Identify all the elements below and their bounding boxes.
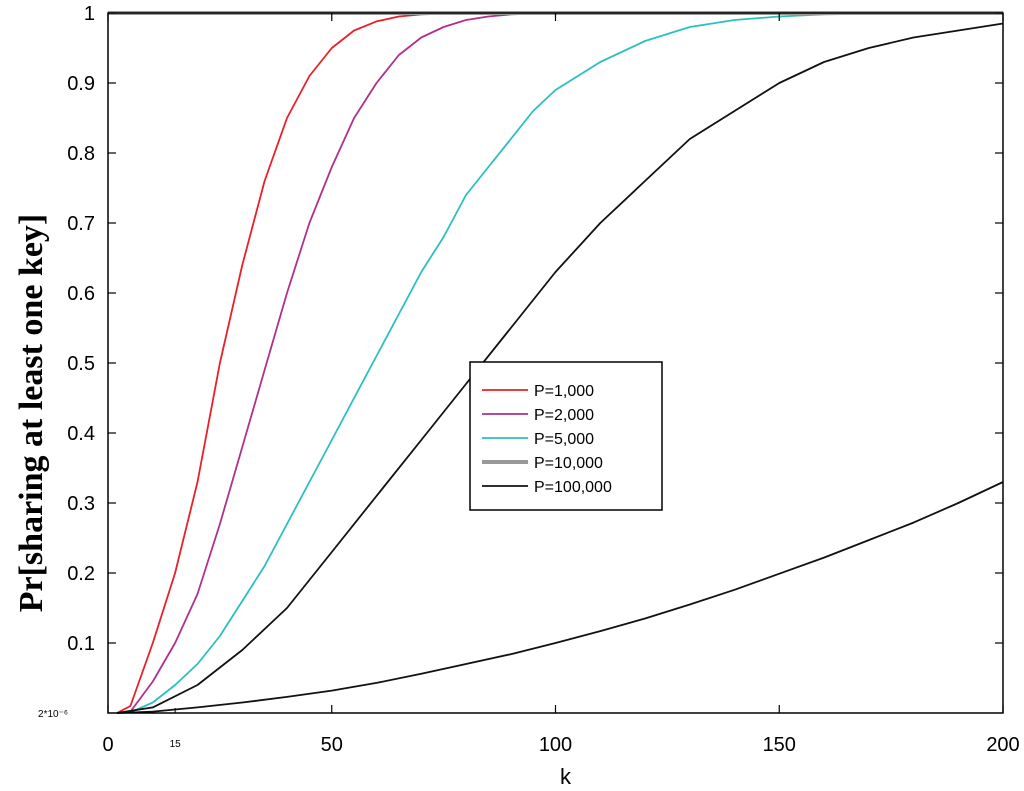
y-tick-label-min: 2*10⁻⁶ [38, 709, 68, 720]
series-line-3 [116, 12, 892, 714]
y-tick-label: 0.9 [67, 73, 95, 95]
y-tick-label: 0.4 [67, 423, 95, 445]
legend-label: P=100,000 [534, 479, 612, 496]
series-line-6 [116, 22, 1004, 714]
y-tick-label: 0.6 [67, 283, 95, 305]
y-tick-label: 0.7 [67, 213, 95, 235]
y-tick-label: 0.1 [67, 633, 95, 655]
x-tick-label: 100 [539, 734, 572, 756]
series-line-5 [116, 481, 1004, 714]
y-tick-label: 1 [84, 3, 95, 25]
legend-label: P=5,000 [534, 431, 594, 448]
x-axis-label: k [560, 764, 572, 789]
legend-label: P=1,000 [534, 383, 594, 400]
y-tick-label: 0.2 [67, 563, 95, 585]
x-tick-label: 200 [986, 734, 1019, 756]
x-tick-label: 150 [763, 734, 796, 756]
legend-label: P=2,000 [534, 407, 594, 424]
axis-ticks: 0 50 100 150 200 0.1 0.2 0.3 0.4 0.5 0.6 0.7 0.8 0.9 1 [67, 3, 1020, 756]
x-tick-label: 0 [102, 734, 113, 756]
y-tick-label: 0.8 [67, 143, 95, 165]
legend: P=1,000 P=2,000 P=5,000 P=10,000 P=100,000 [469, 361, 663, 511]
legend-label: P=10,000 [534, 455, 603, 472]
y-axis-label: Pr[sharing at least one key] [13, 214, 50, 613]
y-tick-label: 0.5 [67, 353, 95, 375]
y-tick-label: 0.3 [67, 493, 95, 515]
x-tick-label: 50 [321, 734, 343, 756]
x-tick-label-15: 15 [170, 739, 182, 750]
